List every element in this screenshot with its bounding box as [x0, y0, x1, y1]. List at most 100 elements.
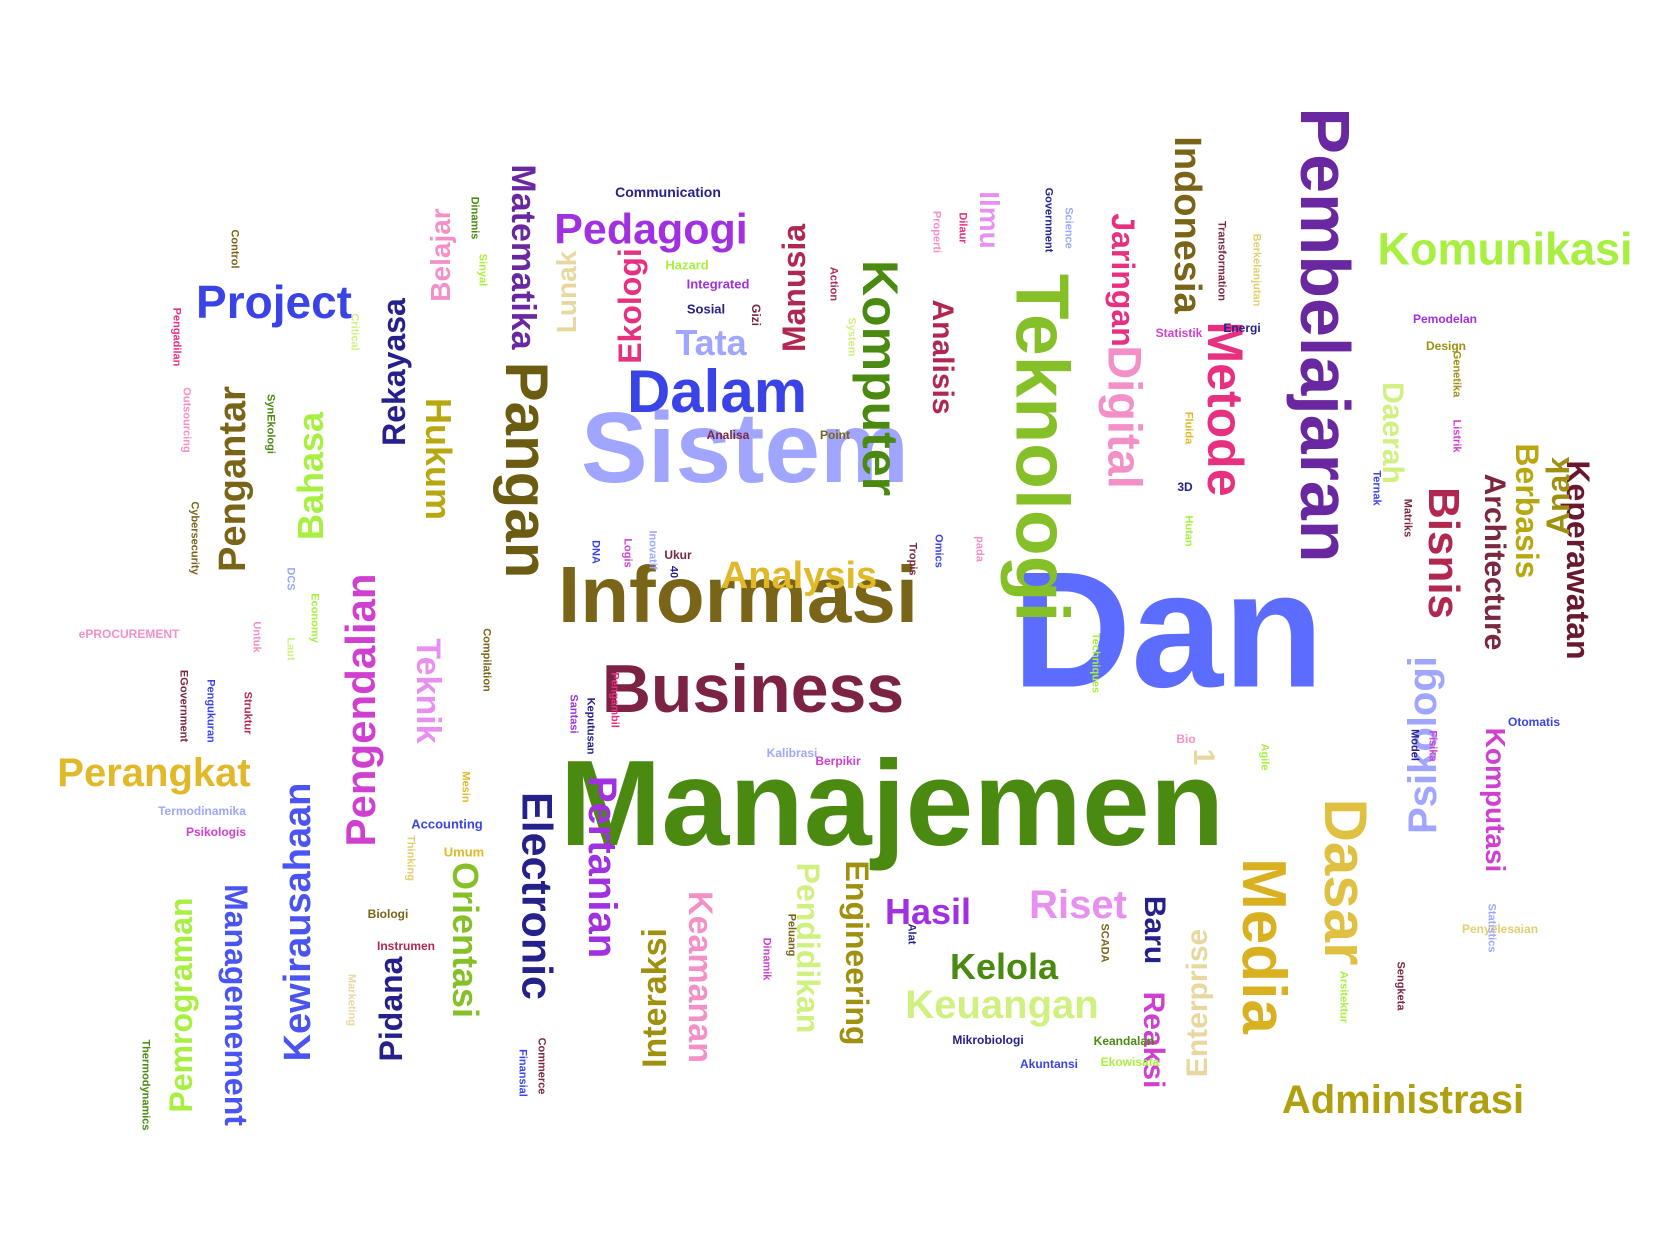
word-laut: Laut [284, 637, 297, 661]
word-tata: Tata [675, 322, 747, 363]
word-keputusan: Keputusan [584, 697, 597, 755]
word-control: Control [228, 229, 241, 269]
word-project: Project [196, 276, 352, 328]
word-statistik: Statistik [1155, 326, 1203, 340]
word-analisis: Analisis [926, 299, 959, 415]
word-gizi: Gizi [749, 303, 763, 327]
word-alat: Alat [905, 923, 918, 945]
word-logis: Logis [621, 538, 634, 568]
word-ternak: Ternak [1370, 470, 1383, 506]
word-architecture: Architecture [1478, 473, 1511, 651]
word-hazard: Hazard [665, 257, 709, 273]
word-psikologis: Psikologis [185, 825, 247, 839]
word-hasil: Hasil [884, 891, 972, 932]
word-dinamik: Dinamik [760, 937, 773, 981]
word-dinamis: Dinamis [468, 196, 481, 240]
word-penyelesaian: Penyelesaian [1461, 922, 1539, 936]
word-pengambil: Pengambil [608, 672, 621, 728]
word-egovernment: EGovernment [177, 669, 190, 743]
word-kalibrasi: Kalibrasi [766, 746, 818, 760]
word-accounting: Accounting [411, 816, 483, 832]
word-perangkat: Perangkat [57, 751, 251, 795]
word-matematika: Matematika [504, 164, 542, 350]
word-analysis: Analysis [720, 555, 878, 597]
word-pidana: Pidana [373, 956, 409, 1062]
word-informasi: Informasi [557, 550, 919, 639]
word-matriks: Matriks [1401, 498, 1414, 538]
word-arsitektur: Arsitektur [1337, 971, 1350, 1023]
word-communication: Communication [615, 184, 721, 200]
word-baru: Baru [1138, 895, 1171, 965]
word-pengendalian: Pengendalian [337, 573, 384, 847]
word-keuangan: Keuangan [905, 983, 1099, 1027]
word-analisa: Analisa [706, 428, 750, 442]
word-pedagogi: Pedagogi [554, 205, 748, 254]
word-agile: Agile [1258, 743, 1271, 771]
word-santasi: Santasi [567, 694, 580, 734]
word-pembelajaran: Pembelajaran [1286, 107, 1364, 563]
word-transformation: Transformation [1215, 220, 1228, 302]
word-omics: Omics [932, 534, 945, 568]
word-dcs: DCS [284, 567, 297, 591]
word-critical: Critical [348, 313, 361, 351]
word-commerce: Commerce [535, 1037, 548, 1095]
word-media: Media [1229, 858, 1298, 1034]
word-fluida: Fluida [1182, 411, 1195, 445]
word-komunikasi: Komunikasi [1377, 223, 1633, 275]
word-metode: Metode [1197, 321, 1253, 497]
word-berkelanjutan: Berkelanjutan [1250, 233, 1263, 307]
word-pertanian: Pertanian [580, 775, 624, 959]
word-tropis: Tropis [906, 542, 919, 576]
word-dna: DNA [589, 540, 602, 564]
word-jaringan: Jaringan [1105, 213, 1141, 347]
word-belajar: Belajar [425, 208, 456, 302]
word-government: Government [1042, 187, 1055, 253]
word-pemrograman: Pemrograman [163, 897, 199, 1113]
word-eprocurement: ePROCUREMENT [78, 627, 180, 641]
word-teknologi: Teknologi [1000, 273, 1085, 623]
word-pengadilan: Pengadilan [170, 307, 183, 367]
word-hukum: Hukum [418, 397, 459, 521]
word-ukur: Ukur [664, 548, 692, 562]
word-keandalan: Keandalan [1093, 1034, 1155, 1048]
word-point: Point [820, 428, 850, 442]
word-digital: Digital [1098, 345, 1152, 489]
word-thermodynamics: Thermodynamics [139, 1039, 152, 1131]
word-thinking: Thinking [404, 835, 417, 881]
word-sosial: Sosial [686, 301, 726, 317]
word-model: Model [1408, 729, 1421, 761]
word-administrasi: Administrasi [1281, 1078, 1525, 1122]
word-design: Design [1425, 339, 1467, 353]
word-synekologi: SynEkologi [264, 394, 277, 454]
word-ekowisata: Ekowisata [1100, 1055, 1160, 1069]
word-pemodelan: Pemodelan [1412, 312, 1478, 326]
word-peluang: Peluang [785, 913, 798, 957]
word-fisika: Fisika [1426, 730, 1439, 762]
word-untuk: Untuk [250, 621, 263, 653]
word-science: Science [1062, 207, 1075, 249]
word-dalam: Dalam [626, 358, 808, 425]
word-business: Business [601, 651, 905, 727]
word-komputer: Komputer [852, 259, 908, 497]
word-kewirausahaan: Kewirausahaan [277, 782, 319, 1062]
word-anak: Anak [1540, 456, 1576, 536]
word-manajemen: Manajemen [559, 735, 1225, 871]
word-bisnis: Bisnis [1419, 486, 1468, 620]
word-indonesia: Indonesia [1166, 136, 1208, 314]
word-genetika: Genetika [1450, 350, 1463, 398]
word-outsourcing: Outsourcing [180, 387, 193, 453]
word-rekayasa: Rekayasa [376, 298, 412, 446]
word-ekologi: Ekologi [612, 248, 648, 364]
word-struktur: Struktur [241, 691, 254, 735]
word-pada: pada [973, 536, 986, 562]
word-managemement: Managemement [218, 884, 254, 1126]
word-termodinamika: Termodinamika [158, 804, 246, 818]
word-3d: 3D [1177, 480, 1193, 494]
word-lunak: Lunak [551, 250, 582, 334]
word-mikrobiologi: Mikrobiologi [952, 1033, 1024, 1047]
word-40: 40 [667, 565, 680, 579]
word-sistem: Sistem [581, 392, 909, 504]
word-inovatif: Inovatif [646, 530, 659, 570]
word-marketing: Marketing [345, 974, 358, 1026]
